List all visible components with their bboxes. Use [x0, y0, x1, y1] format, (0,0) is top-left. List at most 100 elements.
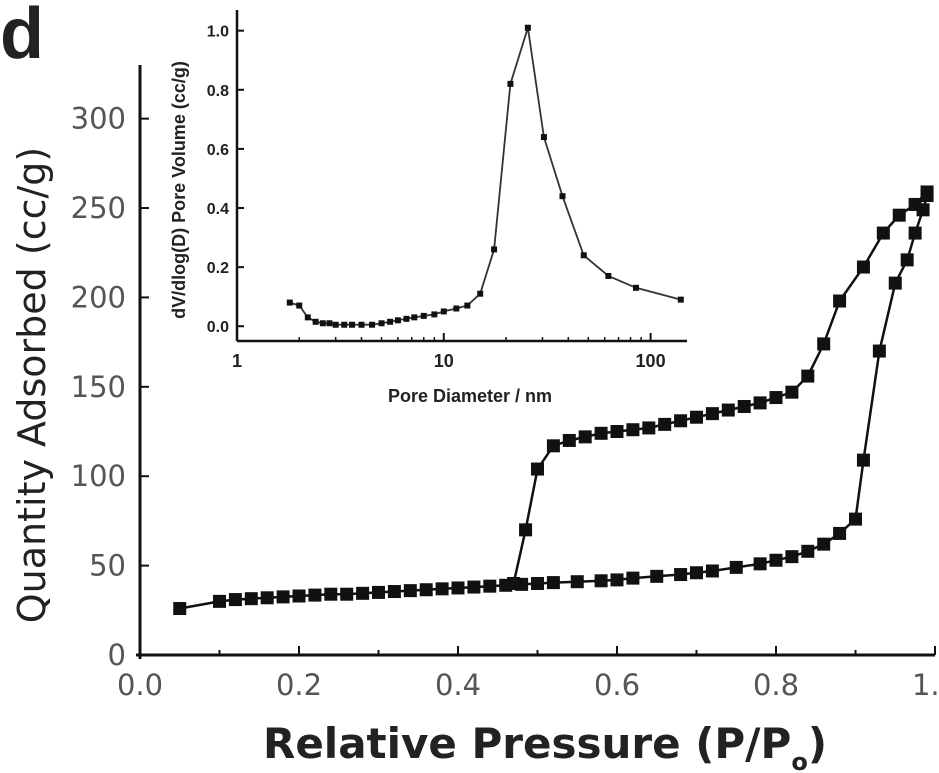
- main-data-point: [546, 576, 560, 590]
- main-data-point: [340, 587, 354, 601]
- inset-data-point: [378, 320, 385, 327]
- main-data-point: [519, 523, 533, 537]
- main-data-point: [729, 560, 743, 574]
- main-data-point: [213, 594, 226, 608]
- main-data-point: [888, 276, 902, 290]
- inset-data-point: [358, 321, 365, 328]
- main-data-point: [856, 260, 870, 274]
- main-data-point: [892, 208, 906, 222]
- main-y-tick-label: 100: [71, 459, 126, 493]
- inset-data-point: [453, 305, 460, 312]
- main-data-point: [833, 526, 847, 540]
- main-data-point: [753, 557, 767, 571]
- main-data-point: [908, 226, 922, 240]
- main-data-point: [626, 571, 640, 585]
- main-data-point: [849, 512, 862, 526]
- inset-y-ticks: 0.0 0.2 0.4 0.6 0.8 1.0: [207, 24, 244, 336]
- main-data-point: [610, 573, 624, 587]
- main-data-point: [833, 294, 847, 308]
- main-data-point: [356, 586, 370, 600]
- main-data-point: [467, 580, 481, 594]
- main-data-point: [674, 568, 688, 582]
- main-data-point: [626, 423, 640, 437]
- main-data-point: [769, 553, 783, 567]
- inset-data-point: [605, 272, 612, 279]
- inset-series: [286, 24, 684, 328]
- main-data-point: [817, 337, 831, 351]
- main-data-point: [737, 399, 751, 413]
- main-x-tick-label: 0.4: [435, 668, 481, 702]
- main-x-tick-label: 0.2: [276, 668, 322, 702]
- main-x-tick-label: 0.6: [594, 668, 640, 702]
- main-data-point: [876, 226, 890, 240]
- inset-data-point: [341, 321, 348, 328]
- inset-data-point: [411, 314, 418, 321]
- main-data-point: [483, 579, 497, 593]
- main-data-point: [753, 396, 767, 410]
- main-data-point: [292, 589, 306, 603]
- main-data-point: [690, 566, 703, 580]
- main-x-ticks: 0.0 0.2 0.4 0.6 0.8 1.0: [117, 646, 939, 702]
- main-data-point: [228, 593, 242, 607]
- main-data-point: [531, 462, 544, 476]
- main-data-point: [403, 584, 417, 598]
- main-data-point: [785, 385, 799, 399]
- main-data-point: [658, 417, 672, 431]
- main-y-tick-label: 300: [71, 102, 126, 136]
- main-data-point: [578, 430, 592, 444]
- main-data-point: [435, 582, 449, 596]
- main-data-point: [546, 439, 560, 453]
- main-data-point: [244, 592, 258, 606]
- main-data-point: [276, 590, 290, 604]
- main-data-point: [451, 581, 465, 595]
- inset-y-tick-label: 0.0: [207, 319, 229, 336]
- main-data-point: [908, 197, 922, 211]
- main-data-point: [570, 575, 584, 589]
- main-data-point: [769, 391, 783, 405]
- inset-data-point: [477, 290, 484, 297]
- inset-axis-lines: [235, 10, 687, 343]
- main-y-ticks: 0 50 100 150 200 250 300: [71, 102, 149, 672]
- inset-y-tick-label: 1.0: [207, 24, 229, 41]
- inset-data-point: [332, 321, 339, 328]
- main-data-point: [674, 414, 688, 428]
- inset-data-point: [420, 312, 427, 319]
- inset-data-point: [296, 302, 303, 309]
- main-series: [173, 185, 934, 616]
- main-data-point: [817, 537, 831, 551]
- main-x-tick-label: 0.8: [753, 668, 799, 702]
- inset-x-tick-label: 10: [434, 351, 454, 371]
- inset-data-point: [312, 318, 319, 325]
- inset-chart: 1 10 100 0.0 0.2 0.4 0.6 0.8 1.0 Pore Diameter …: [169, 10, 687, 412]
- main-data-point: [920, 185, 934, 199]
- inset-x-tick-label: 1: [232, 351, 242, 371]
- main-y-tick-label: 150: [71, 370, 126, 404]
- main-data-point: [610, 425, 624, 439]
- inset-y-tick-label: 0.4: [207, 201, 229, 218]
- inset-x-axis-label: Pore Diameter / nm: [388, 386, 552, 406]
- inset-y-tick-label: 0.6: [207, 142, 229, 159]
- inset-data-point: [507, 80, 514, 87]
- inset-x-tick-label: 100: [636, 351, 666, 371]
- inset-data-point: [349, 321, 356, 328]
- panel-label: d: [0, 0, 44, 74]
- main-x-tick-label: 0.0: [117, 668, 163, 702]
- inset-data-point: [440, 308, 447, 315]
- main-data-point: [594, 574, 608, 588]
- main-data-point: [419, 583, 433, 597]
- inset-data-point: [387, 318, 394, 325]
- inset-x-ticks: 1 10 100: [232, 333, 666, 371]
- inset-data-point: [304, 314, 311, 321]
- inset-data-point: [464, 302, 471, 309]
- main-chart: 0.0 0.2 0.4 0.6 0.8 1.0 0 50 100 150 200 250 300 Re…: [10, 65, 939, 773]
- main-y-tick-label: 200: [71, 280, 126, 314]
- inset-data-point: [394, 317, 401, 324]
- inset-background: [232, 10, 687, 412]
- main-data-point: [801, 369, 815, 383]
- main-data-point: [642, 421, 656, 435]
- inset-data-point: [431, 311, 438, 318]
- main-data-point: [856, 453, 870, 467]
- main-data-point: [801, 544, 815, 558]
- inset-data-point: [286, 299, 293, 306]
- main-series-line: [179, 195, 929, 610]
